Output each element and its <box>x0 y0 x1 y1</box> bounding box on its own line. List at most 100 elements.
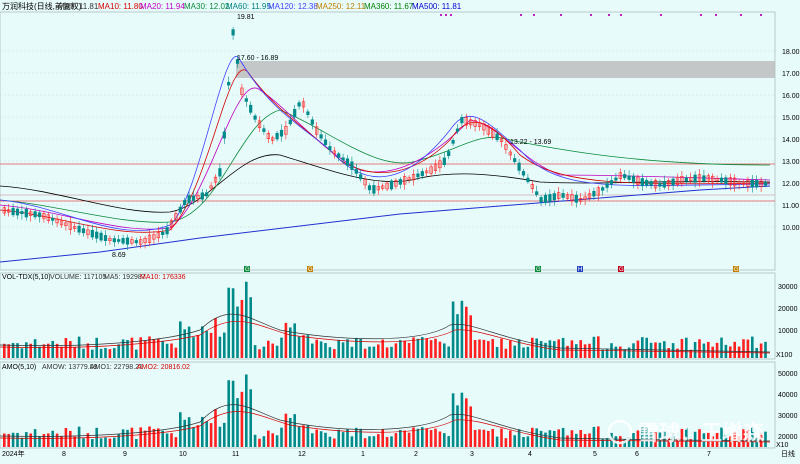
amount-bar <box>733 431 736 447</box>
amount-bar <box>421 427 424 447</box>
amount-bar <box>539 430 543 447</box>
volume-bar <box>627 347 631 358</box>
amount-panel-frame <box>0 361 776 449</box>
amount-bar <box>509 430 512 447</box>
volume-bar <box>548 340 552 358</box>
amount-bar <box>99 438 103 447</box>
volume-tick: 30000 <box>778 284 798 291</box>
marker-g-icon[interactable] <box>307 266 313 272</box>
volume-bar <box>139 337 142 358</box>
candle-body <box>706 175 710 182</box>
candle-body <box>763 182 768 186</box>
amount-unit: X10 <box>776 442 789 449</box>
candle-body <box>125 237 130 245</box>
time-label: 4 <box>528 451 532 458</box>
volume-bar <box>187 326 191 358</box>
volume-bar <box>25 342 28 358</box>
volume-bar <box>91 349 94 358</box>
candle-body <box>205 192 209 197</box>
volume-bar <box>223 332 226 358</box>
volume-bar <box>443 343 446 358</box>
candle-body <box>389 180 394 190</box>
volume-bar <box>469 315 472 358</box>
band-label: 17.60 - 16.89 <box>237 55 278 62</box>
candle-body <box>59 219 64 226</box>
marker-g-icon[interactable] <box>535 266 541 272</box>
amount-bar <box>667 437 670 447</box>
time-label: 2024年 <box>2 449 25 458</box>
volume-bar <box>51 340 54 358</box>
event-dot <box>660 14 662 16</box>
marker-g-icon[interactable] <box>618 266 624 272</box>
amount-bar <box>11 432 15 447</box>
volume-bar <box>689 349 692 358</box>
volume-bar <box>73 346 76 358</box>
candle-body <box>315 126 319 135</box>
amount-bar <box>3 433 6 447</box>
time-label: 5 <box>593 451 597 458</box>
amount-bar <box>500 428 503 447</box>
candle-body <box>733 177 737 187</box>
candle-body <box>319 134 323 139</box>
volume-bar <box>707 341 710 358</box>
volume-bar <box>117 344 120 358</box>
candle-body <box>332 150 336 154</box>
amount-bar <box>693 431 697 447</box>
marker-g-icon[interactable] <box>733 266 739 272</box>
price-tick: 16.00 <box>782 93 800 100</box>
price-tick: 10.00 <box>782 225 800 232</box>
resistance-band <box>236 61 775 78</box>
candle-body <box>746 179 750 187</box>
amount-bar <box>561 427 565 447</box>
candle-body <box>266 132 270 140</box>
time-label: 6 <box>635 451 639 458</box>
amount-amow: AMOW: 13779.09 <box>42 364 98 371</box>
indicator-ma120: MA120: 12.38 <box>268 2 318 11</box>
volume-bar <box>583 344 587 358</box>
candle-body <box>134 240 138 244</box>
volume-bar <box>319 341 323 358</box>
amount-bar <box>341 432 345 447</box>
candle-body <box>196 195 200 200</box>
volume-bar <box>566 345 569 358</box>
marker-g-icon[interactable] <box>244 266 250 272</box>
candle-body <box>279 129 284 137</box>
amount-bar <box>355 427 358 447</box>
amount-bar <box>759 433 763 447</box>
volume-bar <box>377 344 380 358</box>
candle-body <box>420 171 424 177</box>
volume-bar <box>601 349 604 358</box>
amount-bar <box>157 428 160 447</box>
candle-body <box>46 214 50 221</box>
amount-bar <box>267 430 270 447</box>
candle-body <box>482 123 486 131</box>
candle-body <box>200 192 204 200</box>
candle-body <box>86 229 90 235</box>
volume-bar <box>667 348 670 358</box>
amount-bar <box>350 436 354 447</box>
candle-body <box>455 128 460 132</box>
chart-plot-layer <box>0 11 776 449</box>
amount-bar <box>764 431 767 447</box>
period-label[interactable]: 日线 <box>781 449 795 458</box>
volume-bar <box>333 349 336 358</box>
volume-bar <box>245 281 248 358</box>
candle-body <box>429 166 433 174</box>
volume-bar <box>456 314 459 358</box>
amount-bar <box>187 417 191 447</box>
volume-bar <box>557 339 560 358</box>
candle-body <box>658 183 662 187</box>
candle-body <box>411 174 416 181</box>
candle-body <box>301 101 306 108</box>
amount-bar <box>597 426 600 447</box>
amount-bar <box>403 430 406 447</box>
candle-body <box>244 98 248 102</box>
candle-body <box>284 125 288 135</box>
marker-h-icon[interactable] <box>577 266 583 272</box>
amount-bar <box>381 429 384 447</box>
amount-bar <box>522 437 525 447</box>
volume-bar <box>33 339 37 358</box>
amount-bar <box>689 439 692 447</box>
candle-body <box>51 217 55 221</box>
